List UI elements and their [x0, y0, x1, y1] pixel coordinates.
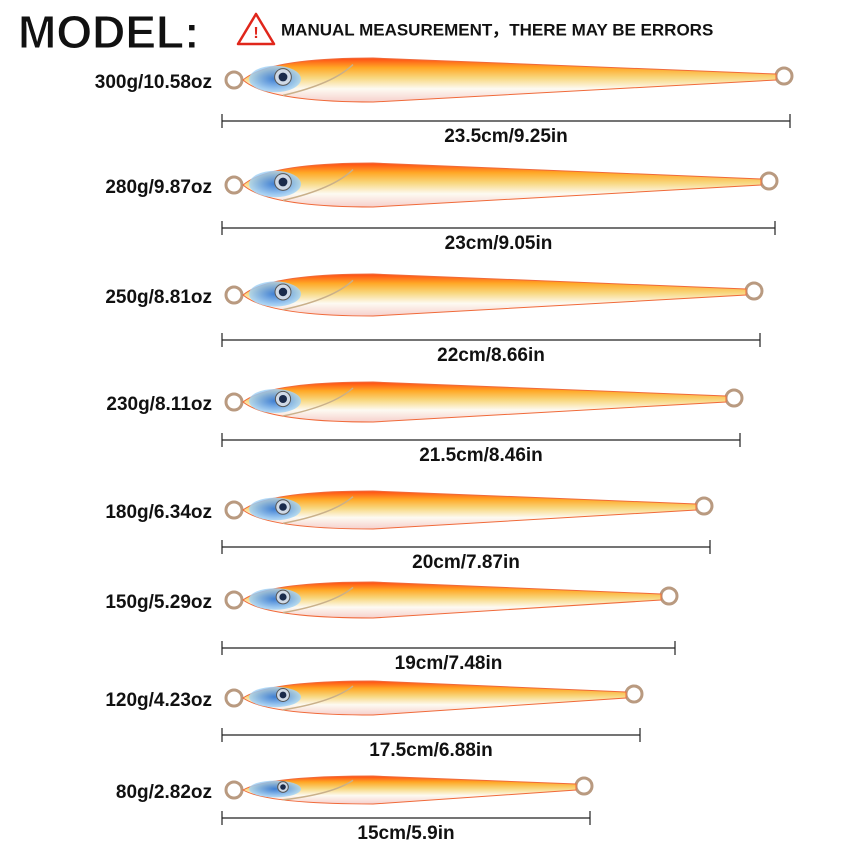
split-ring	[659, 586, 679, 606]
split-ring	[694, 496, 714, 516]
split-ring	[759, 171, 779, 191]
lure-head	[249, 497, 301, 521]
split-ring	[224, 285, 244, 305]
split-ring	[224, 780, 244, 800]
gill	[282, 279, 354, 311]
split-ring	[224, 688, 244, 708]
lure-head	[249, 588, 301, 610]
split-ring	[224, 392, 244, 412]
split-ring	[224, 175, 244, 195]
gill	[282, 169, 354, 202]
pupil	[278, 287, 288, 297]
model-row: 80g/2.82oz 15cm/5.9in	[116, 775, 594, 844]
pupil	[280, 784, 286, 790]
length-label: 23.5cm/9.25in	[444, 126, 568, 147]
gill	[282, 586, 354, 614]
length-label: 19cm/7.48in	[395, 653, 503, 674]
pupil	[279, 503, 287, 511]
gill	[282, 779, 354, 801]
gill	[282, 387, 354, 417]
lure-body	[242, 162, 762, 208]
length-label: 22cm/8.66in	[437, 345, 545, 366]
weight-label: 180g/6.34oz	[105, 502, 212, 523]
split-ring	[624, 684, 644, 704]
warning-icon: !	[236, 12, 276, 46]
models: 300g/10.58oz 23.5cm/9.25in 280g/9.87oz 23cm…	[95, 57, 794, 844]
lure-body	[242, 273, 747, 317]
length-label: 15cm/5.9in	[357, 823, 454, 844]
warning-text: MANUAL MEASUREMENT，THERE MAY BE ERRORS	[281, 20, 713, 39]
lure-head	[249, 389, 301, 413]
split-ring	[224, 590, 244, 610]
pupil	[279, 395, 287, 403]
length-label: 17.5cm/6.88in	[369, 740, 493, 761]
length-label: 23cm/9.05in	[445, 233, 553, 254]
gill	[282, 685, 354, 711]
model-row: 180g/6.34oz 20cm/7.87in	[105, 490, 714, 573]
lure-body	[242, 490, 697, 530]
length-label: 20cm/7.87in	[412, 552, 520, 573]
model-row: 120g/4.23oz 17.5cm/6.88in	[105, 680, 644, 761]
split-ring	[574, 776, 594, 796]
svg-text:!: !	[253, 25, 258, 42]
lure-head	[249, 780, 301, 798]
weight-label: 280g/9.87oz	[105, 177, 212, 198]
lure-body	[242, 57, 777, 103]
pupil	[278, 177, 288, 187]
gill	[282, 64, 354, 97]
pupil	[278, 72, 288, 82]
split-ring	[744, 281, 764, 301]
weight-label: 120g/4.23oz	[105, 690, 212, 711]
lure-body	[242, 581, 662, 619]
lure-head	[249, 686, 301, 708]
split-ring	[224, 500, 244, 520]
model-row: 150g/5.29oz 19cm/7.48in	[105, 581, 679, 674]
gill	[282, 496, 354, 525]
model-row: 230g/8.11oz 21.5cm/8.46in	[106, 381, 744, 466]
split-ring	[224, 70, 244, 90]
lure-body	[242, 381, 727, 423]
split-ring	[774, 66, 794, 86]
pupil	[279, 593, 287, 601]
weight-label: 80g/2.82oz	[116, 782, 212, 803]
weight-label: 300g/10.58oz	[95, 72, 212, 93]
pupil	[279, 691, 287, 699]
model-row: 300g/10.58oz 23.5cm/9.25in	[95, 57, 794, 147]
weight-label: 250g/8.81oz	[105, 287, 212, 308]
weight-label: 230g/8.11oz	[106, 394, 212, 415]
length-label: 21.5cm/8.46in	[419, 445, 543, 466]
weight-label: 150g/5.29oz	[105, 592, 212, 613]
title: MODEL:	[18, 6, 199, 58]
split-ring	[724, 388, 744, 408]
model-row: 250g/8.81oz 22cm/8.66in	[105, 273, 764, 366]
model-row: 280g/9.87oz 23cm/9.05in	[105, 162, 779, 254]
